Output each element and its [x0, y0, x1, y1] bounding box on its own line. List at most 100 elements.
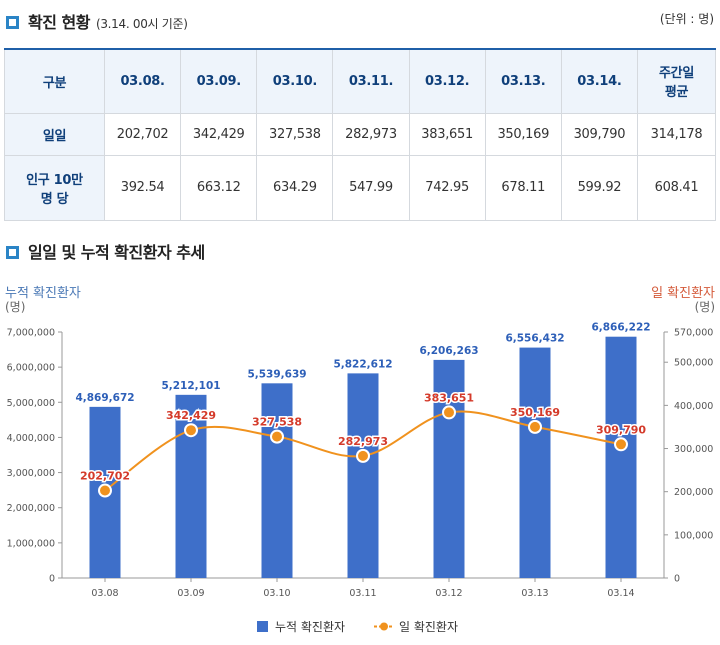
header-cell: 구분 — [4, 48, 105, 114]
row-header: 인구 10만 명 당 — [4, 154, 105, 221]
unit-label: (단위 : 명) — [659, 12, 714, 26]
line-value-label: 282,973 — [338, 435, 388, 448]
table-cell: 599.92 — [560, 154, 639, 221]
table-cell: 314,178 — [637, 112, 716, 156]
legend-bar-label: 누적 확진환자 — [275, 620, 345, 634]
line-value-label: 350,169 — [510, 406, 560, 419]
y-right-tick-label: 500,000 — [674, 358, 713, 369]
section-title: 일일 및 누적 확진환자 추세 — [28, 243, 205, 262]
header-cell: 03.14. — [560, 48, 639, 114]
section-square-icon — [6, 16, 19, 29]
x-tick-label: 03.13 — [521, 588, 548, 599]
chart-svg: 누적 확진환자(명)일 확진환자(명)01,000,0002,000,0003,… — [5, 286, 715, 634]
header-cell: 03.11. — [332, 48, 410, 114]
header-cell: 03.12. — [408, 48, 486, 114]
line-point — [98, 483, 112, 498]
line-point — [270, 429, 284, 444]
y-right-tick-label: 100,000 — [674, 530, 713, 541]
x-tick-label: 03.10 — [263, 588, 290, 599]
trend-chart: 누적 확진환자 (명) 일 확진환자 (명) 0 1,000,000 2,000,000 3,… — [0, 280, 720, 645]
bar — [519, 347, 551, 578]
table-cell: 282,973 — [332, 112, 410, 156]
legend-bar-swatch — [257, 621, 268, 632]
y-left-tick-label: 6,000,000 — [7, 363, 55, 374]
header-cell-weekly-avg: 주간일 평균 — [637, 48, 716, 114]
header-cell: 03.08. — [103, 48, 182, 114]
y-right-tick-label: 400,000 — [674, 401, 713, 412]
y-left-tick-label: 3,000,000 — [7, 468, 55, 479]
y-left-tick-label: 7,000,000 — [7, 328, 55, 339]
table-cell: 309,790 — [560, 112, 639, 156]
line-point — [528, 419, 542, 434]
x-tick-label: 03.14 — [607, 588, 634, 599]
y-right-axis-unit: (명) — [695, 300, 715, 314]
bar-value-label: 4,869,672 — [75, 392, 134, 404]
bar-value-label: 5,212,101 — [161, 380, 220, 392]
bar — [175, 394, 207, 578]
section-square-icon — [6, 246, 19, 259]
y-left-axis-title: 누적 확진환자 — [5, 286, 81, 301]
table-cell: 392.54 — [103, 154, 182, 221]
table-cell: 678.11 — [484, 154, 562, 221]
table-cell: 608.41 — [637, 154, 716, 221]
header-cell: 03.09. — [180, 48, 258, 114]
x-tick-label: 03.11 — [349, 588, 376, 599]
bar-value-label: 6,206,263 — [419, 345, 478, 357]
y-right-axis-title: 일 확진환자 — [651, 286, 715, 301]
table-cell: 327,538 — [256, 112, 334, 156]
table-row-per100k: 인구 10만 명 당 392.54 663.12 634.29 547.99 7… — [4, 154, 716, 221]
bar — [605, 336, 637, 578]
y-right-tick-label: 200,000 — [674, 487, 713, 498]
x-tick-label: 03.08 — [91, 588, 118, 599]
row-header-line: 인구 10만 — [26, 172, 83, 188]
table-cell: 383,651 — [408, 112, 486, 156]
table-cell: 742.95 — [408, 154, 486, 221]
bar — [347, 373, 379, 578]
x-tick-label: 03.12 — [435, 588, 462, 599]
header-line: 주간일 — [659, 66, 694, 82]
section-title: 확진 현황 — [28, 13, 90, 32]
section-subtitle: (3.14. 00시 기준) — [95, 17, 188, 31]
bar — [261, 383, 293, 578]
y-right-tick-label: 570,000 — [674, 328, 713, 339]
bar-value-label: 5,822,612 — [333, 358, 392, 370]
y-left-tick-label: 2,000,000 — [7, 503, 55, 514]
header-line: 평균 — [664, 85, 689, 101]
bar — [433, 359, 465, 578]
legend-line-label: 일 확진환자 — [399, 620, 458, 634]
bar-value-label: 5,539,639 — [247, 368, 306, 380]
table-cell: 202,702 — [103, 112, 182, 156]
table-header-row: 구분 03.08. 03.09. 03.10. 03.11. 03.12. 03… — [4, 48, 716, 114]
table-cell: 634.29 — [256, 154, 334, 221]
row-header: 일일 — [4, 112, 105, 156]
legend-line-marker — [380, 622, 388, 631]
table-cell: 547.99 — [332, 154, 410, 221]
line-point — [356, 448, 370, 463]
trend-section-title: 일일 및 누적 확진환자 추세 — [6, 239, 205, 263]
y-left-tick-label: 4,000,000 — [7, 433, 55, 444]
line-point — [442, 405, 456, 420]
bar-value-label: 6,866,222 — [591, 322, 650, 334]
line-value-label: 309,790 — [596, 423, 646, 436]
y-left-tick-label: 5,000,000 — [7, 398, 55, 409]
y-right-tick-label: 0 — [674, 574, 680, 585]
y-left-tick-label: 1,000,000 — [7, 538, 55, 549]
line-point — [614, 437, 628, 452]
table-cell: 342,429 — [180, 112, 258, 156]
line-value-label: 342,429 — [166, 409, 216, 422]
status-section-title: 확진 현황 (3.14. 00시 기준) — [6, 9, 188, 33]
line-value-label: 202,702 — [80, 470, 130, 483]
y-right-tick-label: 300,000 — [674, 444, 713, 455]
header-cell: 03.13. — [484, 48, 562, 114]
line-value-label: 383,651 — [424, 391, 474, 404]
stats-table: 구분 03.08. 03.09. 03.10. 03.11. 03.12. 03… — [4, 48, 716, 221]
line-value-label: 327,538 — [252, 416, 302, 429]
y-left-tick-label: 0 — [49, 574, 55, 585]
y-left-axis-unit: (명) — [5, 300, 25, 314]
table-cell: 663.12 — [180, 154, 258, 221]
header-cell: 03.10. — [256, 48, 334, 114]
table-cell: 350,169 — [484, 112, 562, 156]
x-tick-label: 03.09 — [177, 588, 204, 599]
bar-value-label: 6,556,432 — [505, 333, 564, 345]
row-header-line: 명 당 — [40, 191, 69, 207]
